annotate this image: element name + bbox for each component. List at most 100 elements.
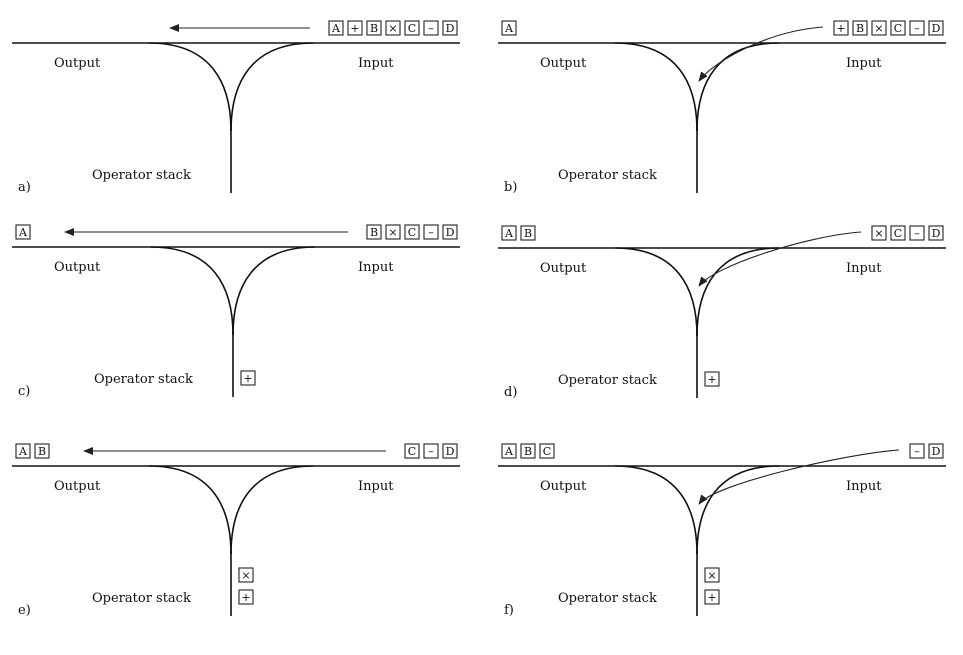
input-token-text: D xyxy=(932,227,941,240)
stack-token: + xyxy=(240,370,256,386)
output-token-box xyxy=(501,443,517,459)
output-curve xyxy=(148,465,232,555)
input-token-box xyxy=(909,225,925,241)
input-token-text: D xyxy=(932,22,941,35)
stack-token-box xyxy=(238,567,254,583)
output-label: Output xyxy=(540,56,587,71)
panel-d: Output Input Operator stack d) A B × C – D + xyxy=(498,225,946,400)
input-token-text: – xyxy=(428,445,434,458)
input-token-text: – xyxy=(914,22,920,35)
output-curve xyxy=(614,42,698,132)
output-token: B xyxy=(34,443,50,459)
input-token-text: C xyxy=(408,22,416,35)
input-token: × xyxy=(871,20,887,36)
stack-token-box xyxy=(238,589,254,605)
output-token-text: A xyxy=(504,22,514,35)
stack-token: × xyxy=(704,567,720,583)
output-curve xyxy=(614,465,698,555)
input-token-text: C xyxy=(408,226,416,239)
operator-stack-label: Operator stack xyxy=(92,591,191,606)
stack-token-text: × xyxy=(707,569,716,582)
output-token: A xyxy=(15,443,31,459)
output-token-box xyxy=(34,443,50,459)
input-label: Input xyxy=(358,479,394,494)
input-curve xyxy=(232,246,316,336)
stack-token-box xyxy=(704,371,720,387)
input-label: Input xyxy=(846,56,882,71)
input-token-text: D xyxy=(446,22,455,35)
input-token-box xyxy=(423,20,439,36)
push-arrow xyxy=(698,449,900,505)
input-token-text: C xyxy=(408,445,416,458)
stack-token: + xyxy=(704,371,720,387)
input-token: C xyxy=(890,225,906,241)
input-token-box xyxy=(366,224,382,240)
input-token-box xyxy=(442,224,458,240)
input-token: D xyxy=(442,224,458,240)
output-label: Output xyxy=(540,261,587,276)
input-token: D xyxy=(928,225,944,241)
input-token-box xyxy=(404,20,420,36)
output-token: A xyxy=(501,443,517,459)
operator-stack-label: Operator stack xyxy=(558,373,657,388)
input-token: D xyxy=(442,443,458,459)
output-token-box xyxy=(501,225,517,241)
output-label: Output xyxy=(54,56,101,71)
input-token-text: C xyxy=(894,227,902,240)
stack-token-text: × xyxy=(241,569,250,582)
output-token-box xyxy=(501,20,517,36)
input-token: + xyxy=(833,20,849,36)
input-token: B xyxy=(366,20,382,36)
input-token-box xyxy=(871,20,887,36)
input-token-text: × xyxy=(388,22,397,35)
input-token-box xyxy=(442,20,458,36)
stack-token: + xyxy=(238,589,254,605)
push-arrow xyxy=(698,26,824,82)
input-token: D xyxy=(442,20,458,36)
input-token-box xyxy=(890,225,906,241)
panel-label: b) xyxy=(504,180,517,195)
output-token: A xyxy=(501,225,517,241)
input-token: – xyxy=(423,20,439,36)
input-token: × xyxy=(385,224,401,240)
panel-label: c) xyxy=(18,384,30,399)
operator-stack-label: Operator stack xyxy=(92,168,191,183)
input-token-text: – xyxy=(428,226,434,239)
input-curve xyxy=(230,465,314,555)
input-curve xyxy=(696,465,780,555)
input-token-box xyxy=(423,443,439,459)
stack-token-text: + xyxy=(707,591,716,604)
input-label: Input xyxy=(846,479,882,494)
input-label: Input xyxy=(846,261,882,276)
panel-f: Output Input Operator stack f) A B C – D × + xyxy=(498,443,946,618)
input-token: – xyxy=(909,20,925,36)
input-token-box xyxy=(385,20,401,36)
output-token-box xyxy=(15,224,31,240)
output-token-box xyxy=(539,443,555,459)
input-token: × xyxy=(871,225,887,241)
input-token-text: C xyxy=(894,22,902,35)
input-token-box xyxy=(328,20,344,36)
input-token-text: – xyxy=(914,445,920,458)
output-token-box xyxy=(520,225,536,241)
input-token-box xyxy=(833,20,849,36)
input-token-text: B xyxy=(856,22,864,35)
input-token-text: D xyxy=(932,445,941,458)
stack-token-box xyxy=(240,370,256,386)
output-token: A xyxy=(501,20,517,36)
output-token-box xyxy=(520,443,536,459)
input-token: C xyxy=(890,20,906,36)
output-token-box xyxy=(15,443,31,459)
panel-label: a) xyxy=(18,180,31,195)
output-label: Output xyxy=(54,260,101,275)
output-token: B xyxy=(520,443,536,459)
input-token-text: – xyxy=(428,22,434,35)
input-token-text: + xyxy=(836,22,845,35)
stack-token: + xyxy=(704,589,720,605)
input-token: C xyxy=(404,224,420,240)
panel-e: Output Input Operator stack e) A B C – D × + xyxy=(12,443,460,618)
output-token-text: B xyxy=(38,445,46,458)
input-token-text: A xyxy=(331,22,341,35)
input-token-box xyxy=(909,20,925,36)
input-token-box xyxy=(347,20,363,36)
